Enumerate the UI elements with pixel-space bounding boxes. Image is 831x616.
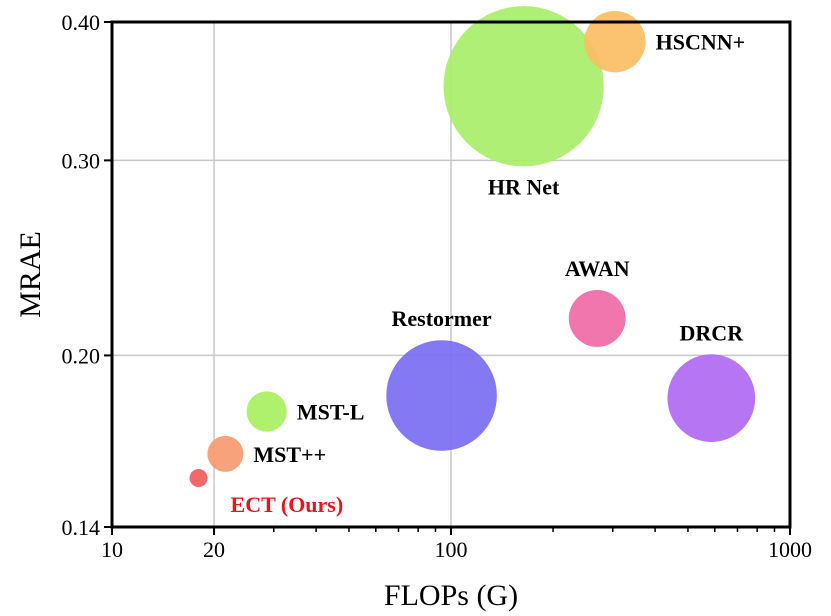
label-drcr: DRCR bbox=[680, 320, 745, 345]
label-hscnn: HSCNN+ bbox=[656, 30, 746, 55]
bubble-hr-net bbox=[443, 6, 604, 167]
label-restormer: Restormer bbox=[391, 306, 491, 331]
bubble-mst bbox=[207, 435, 244, 472]
y-tick-label: 0.14 bbox=[62, 515, 101, 540]
y-axis-label: MRAE bbox=[14, 231, 47, 318]
bubbles bbox=[189, 6, 756, 488]
x-tick-label: 20 bbox=[203, 537, 225, 562]
bubble-mst-l bbox=[246, 391, 287, 432]
bubble-awan bbox=[568, 289, 626, 347]
point-labels: ECT (Ours) MST++ MST-L Restormer AWAN DRCR HR … bbox=[231, 30, 746, 517]
y-tick-label: 0.40 bbox=[62, 10, 101, 35]
bubble-drcr bbox=[667, 354, 756, 443]
label-mst: MST++ bbox=[253, 442, 326, 467]
x-tick-label: 10 bbox=[101, 537, 123, 562]
label-hr-net: HR Net bbox=[488, 174, 560, 199]
x-tick-label: 100 bbox=[435, 537, 468, 562]
bubble-hscnn bbox=[584, 10, 646, 73]
label-mst-l: MST-L bbox=[297, 399, 365, 424]
x-tick-label: 1000 bbox=[768, 537, 812, 562]
label-awan: AWAN bbox=[565, 256, 630, 281]
y-tick-label: 0.30 bbox=[62, 148, 101, 173]
bubble-ect-ours bbox=[189, 469, 208, 488]
x-axis-label: FLOPs (G) bbox=[384, 579, 518, 612]
y-tick-label: 0.20 bbox=[62, 343, 101, 368]
label-ect-ours: ECT (Ours) bbox=[231, 492, 344, 517]
bubble-restormer bbox=[386, 340, 497, 451]
axis-ticks: 10 20 100 1000 0.14 0.20 0.30 0.40 bbox=[62, 10, 813, 562]
